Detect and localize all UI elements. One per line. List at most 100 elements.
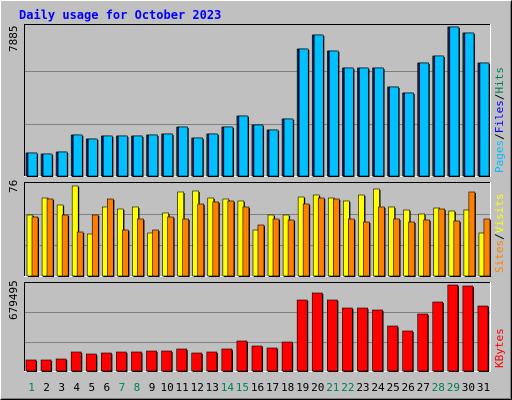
bar-sites-10 <box>167 216 174 277</box>
legend-item-kbytes: KBytes <box>493 328 506 368</box>
bar-kbytes-4 <box>70 351 82 372</box>
bar-sites-1 <box>31 216 39 277</box>
day-label-11: 11 <box>176 381 189 394</box>
bar-pages-20 <box>313 34 324 177</box>
bar-pages-16 <box>253 124 264 177</box>
axis-max-kbytes: 679495 <box>7 280 20 320</box>
day-label-24: 24 <box>371 381 385 394</box>
bar-pages-15 <box>238 115 249 177</box>
bar-kbytes-7 <box>116 351 127 372</box>
bar-pages-26 <box>404 92 414 177</box>
bar-pages-22 <box>344 67 354 177</box>
legend-item-sites: Sites <box>493 240 506 273</box>
bar-sites-2 <box>46 198 54 277</box>
day-label-5: 5 <box>88 381 95 394</box>
bar-sites-29 <box>453 220 461 277</box>
chart-marks <box>25 26 491 372</box>
bar-sites-7 <box>122 229 129 277</box>
bar-kbytes-2 <box>40 359 52 372</box>
bar-pages-30 <box>464 32 475 177</box>
bar-kbytes-10 <box>161 350 172 372</box>
bar-pages-12 <box>193 137 204 177</box>
bar-pages-10 <box>163 133 173 177</box>
bar-kbytes-26 <box>402 330 413 372</box>
bar-sites-6 <box>107 198 114 277</box>
bar-pages-25 <box>389 86 399 177</box>
bar-pages-7 <box>118 135 128 177</box>
bar-kbytes-25 <box>387 325 398 372</box>
bar-pages-24 <box>374 67 384 177</box>
bar-pages-18 <box>283 118 294 177</box>
bar-sites-3 <box>61 214 69 277</box>
bar-pages-4 <box>72 134 83 177</box>
bar-sites-30 <box>468 191 476 277</box>
bar-pages-19 <box>298 48 309 177</box>
bar-kbytes-15 <box>236 340 248 372</box>
bar-kbytes-21 <box>326 299 338 372</box>
day-label-4: 4 <box>73 381 80 394</box>
bar-sites-14 <box>227 200 235 277</box>
bar-kbytes-28 <box>432 301 444 372</box>
day-label-23: 23 <box>356 381 369 394</box>
bar-kbytes-30 <box>462 285 474 372</box>
legend-item-pages: Pages <box>493 140 506 173</box>
bar-sites-25 <box>393 218 400 277</box>
bar-kbytes-20 <box>311 292 323 372</box>
bar-kbytes-13 <box>206 351 218 372</box>
legend-item-hits: Hits <box>493 67 506 94</box>
day-label-15: 15 <box>236 381 249 394</box>
chart-title: Daily usage for October 2023 <box>19 8 221 22</box>
bar-sites-8 <box>137 218 144 277</box>
bar-kbytes-31 <box>477 305 489 372</box>
bar-kbytes-19 <box>296 299 308 372</box>
bar-pages-11 <box>178 126 189 177</box>
bar-sites-9 <box>152 229 159 277</box>
bar-pages-23 <box>359 67 369 177</box>
bar-pages-8 <box>133 135 143 177</box>
day-label-2: 2 <box>43 381 50 394</box>
bar-pages-1 <box>27 152 38 177</box>
bar-sites-31 <box>483 218 491 277</box>
bar-pages-3 <box>57 151 68 177</box>
bar-sites-19 <box>302 203 310 277</box>
panel-top-legend: Pages/Files/Hits <box>493 67 506 173</box>
panel-middle-legend: Sites/Visits <box>493 194 506 274</box>
bar-visits-4 <box>71 185 79 277</box>
bar-sites-13 <box>212 201 220 277</box>
bar-sites-4 <box>76 231 84 277</box>
day-label-21: 21 <box>326 381 339 394</box>
day-label-20: 20 <box>311 381 324 394</box>
day-label-1: 1 <box>28 381 35 394</box>
bar-kbytes-16 <box>251 345 263 372</box>
bar-sites-21 <box>332 198 340 277</box>
bar-kbytes-14 <box>221 348 233 372</box>
bar-kbytes-3 <box>55 358 67 372</box>
legend-item-visits: Visits <box>493 194 506 234</box>
bar-kbytes-6 <box>101 352 112 372</box>
bar-kbytes-12 <box>191 352 203 372</box>
bar-sites-26 <box>408 221 415 277</box>
chart-labels: Pages/Files/HitsSites/VisitsKBytes788576… <box>7 26 506 395</box>
day-label-17: 17 <box>266 381 279 394</box>
legend-item-separator: / <box>493 94 506 101</box>
legend-item-files: Files <box>493 100 506 133</box>
bar-sites-11 <box>182 218 189 277</box>
day-label-16: 16 <box>251 381 264 394</box>
day-label-10: 10 <box>160 381 173 394</box>
bar-kbytes-17 <box>266 347 278 372</box>
day-label-18: 18 <box>281 381 294 394</box>
bar-sites-12 <box>197 203 205 277</box>
day-label-29: 29 <box>447 381 460 394</box>
day-label-14: 14 <box>221 381 235 394</box>
bar-kbytes-24 <box>372 309 383 372</box>
bar-sites-17 <box>272 218 280 277</box>
day-label-25: 25 <box>386 381 399 394</box>
day-label-12: 12 <box>191 381 204 394</box>
bar-sites-27 <box>423 219 430 277</box>
bar-sites-22 <box>348 218 355 277</box>
bar-kbytes-23 <box>357 307 368 372</box>
bar-pages-17 <box>268 129 279 177</box>
bar-kbytes-22 <box>342 307 353 372</box>
axis-max-hits: 7885 <box>7 26 20 53</box>
bar-kbytes-11 <box>176 348 188 372</box>
